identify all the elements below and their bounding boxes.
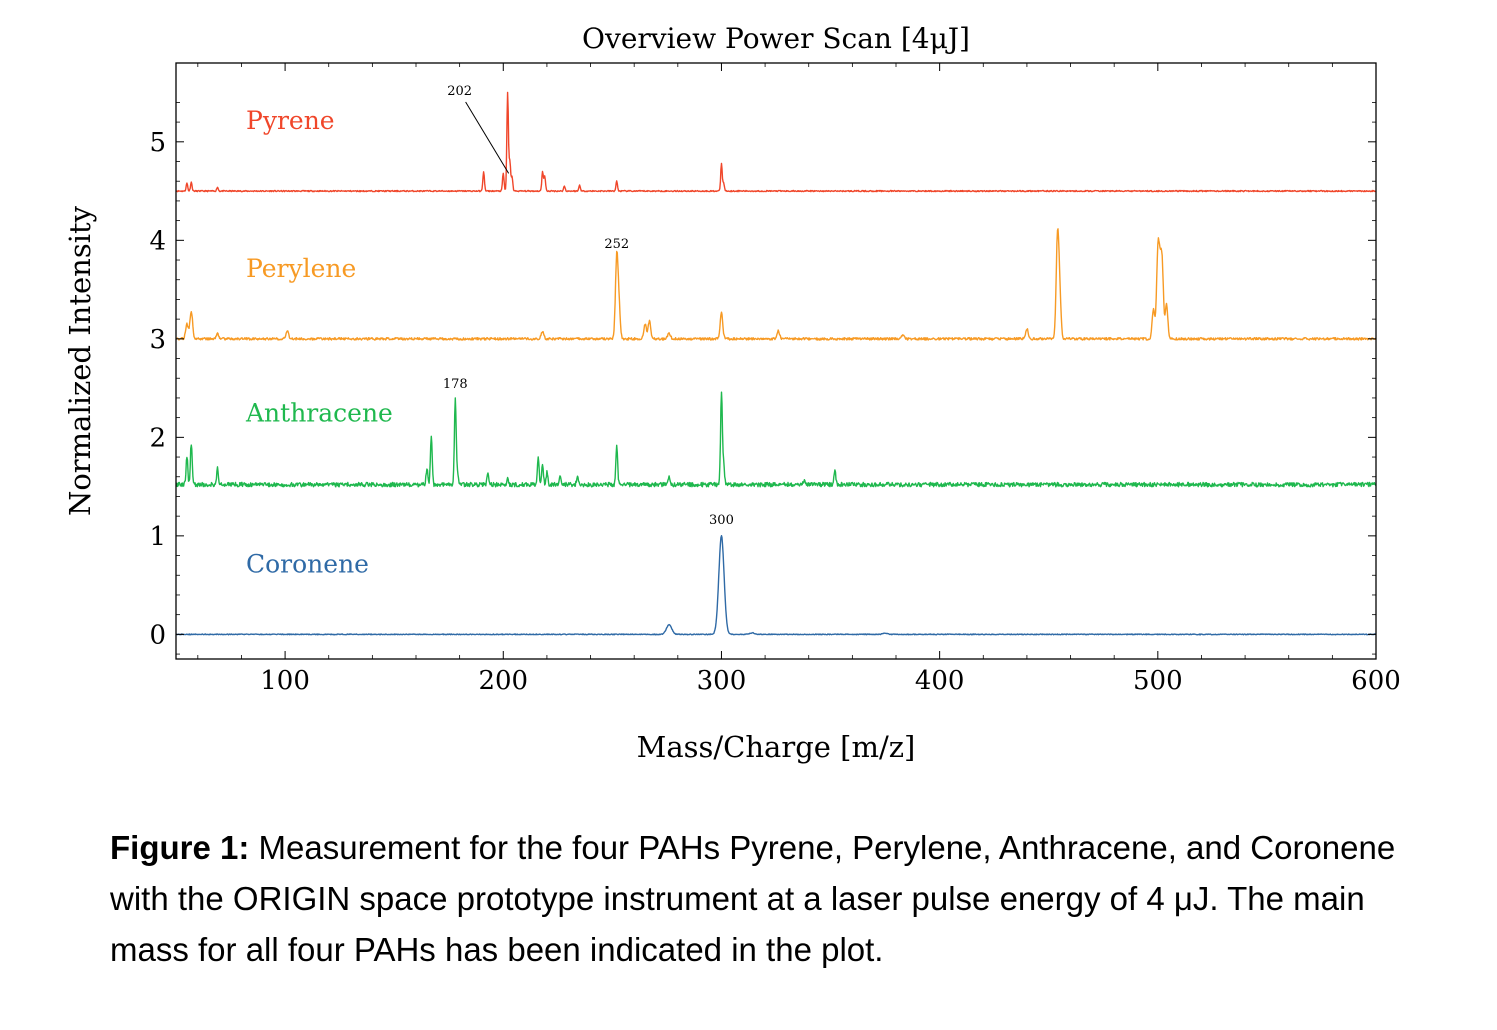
plot-frame [175,62,1377,660]
y-tick-label: 0 [149,620,166,650]
x-tick-label: 200 [478,666,528,696]
x-tick-label: 300 [697,666,747,696]
series-line-perylene [175,228,1377,341]
series-label-pyrene: Pyrene [246,106,335,135]
x-tick-label: 400 [915,666,965,696]
x-tick-label: 500 [1133,666,1183,696]
caption-text: Measurement for the four PAHs Pyrene, Pe… [110,829,1396,968]
series-line-anthracene [175,391,1377,488]
series-line-pyrene [175,91,1377,193]
figure-caption: Figure 1: Measurement for the four PAHs … [110,822,1450,975]
peak-annotation: 300 [709,513,734,528]
peak-annotation: 202 [447,84,472,99]
y-tick-label: 3 [149,325,166,355]
caption-lead: Figure 1: [110,829,250,866]
chart-title: Overview Power Scan [4μJ] [582,22,970,55]
x-axis-label: Mass/Charge [m/z] [637,730,916,764]
series-layer [175,91,1377,636]
x-tick-label: 600 [1351,666,1401,696]
peak-annotation: 252 [604,237,629,252]
y-tick-label: 4 [149,226,166,256]
y-axis-label: Normalized Intensity [63,205,97,516]
series-label-anthracene: Anthracene [245,399,393,428]
y-tick-label: 5 [149,128,166,158]
y-tick-label: 2 [149,423,166,453]
annotation-pointer [465,101,510,174]
series-label-coronene: Coronene [246,549,369,578]
series-line-coronene [175,535,1377,636]
peak-annotation: 178 [443,377,468,392]
y-tick-label: 1 [149,522,166,552]
chart: 100 200 300 400 500 600 0 1 2 3 4 5 Pyrene 202 Peryle… [63,22,1401,764]
x-tick-label: 100 [260,666,310,696]
ticks-layer: 100 200 300 400 500 600 0 1 2 3 4 5 [149,63,1401,696]
series-label-perylene: Perylene [246,254,356,283]
labels-layer: Pyrene 202 Perylene 252 Anthracene 178 Coronen… [245,84,734,578]
